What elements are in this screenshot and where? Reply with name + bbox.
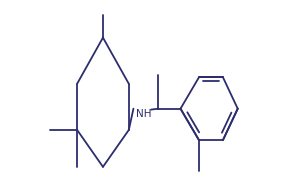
Text: NH: NH	[136, 109, 151, 119]
